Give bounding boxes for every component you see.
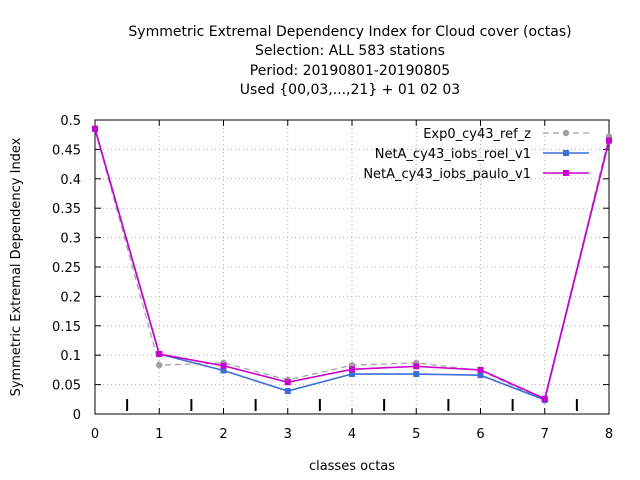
data-point: [284, 388, 291, 395]
data-point: [541, 395, 548, 402]
y-tick-label: 0: [73, 408, 81, 423]
legend-label: NetA_cy43_iobs_paulo_v1: [363, 167, 531, 182]
title-line-2: Selection: ALL 583 stations: [255, 43, 445, 59]
data-point: [220, 362, 227, 369]
plot-frame: [94, 119, 610, 415]
x-tick-label: 8: [605, 427, 613, 442]
y-tick-labels: 0 0.05 0.1 0.15 0.2 0.25 0.3 0.35 0.4 0.45 0.5: [52, 114, 81, 423]
x-tick-labels: 0 1 2 3 4 5 6 7 8: [91, 427, 613, 442]
data-point: [477, 372, 484, 379]
title-line-1: Symmetric Extremal Dependency Index for …: [128, 24, 571, 40]
series-line: [94, 128, 610, 400]
data-point: [349, 366, 355, 373]
data-point: [413, 371, 420, 378]
y-tick-label: 0.4: [60, 173, 81, 188]
y-tick-label: 0.45: [52, 143, 81, 158]
title-line-3: Period: 20190801-20190805: [250, 63, 450, 79]
x-axis-label: classes octas: [309, 459, 395, 474]
legend-marker: [563, 170, 569, 176]
data-point: [156, 351, 163, 358]
y-axis-label: Symmetric Extremal Dependency Index: [9, 137, 24, 396]
x-tick-label: 7: [541, 427, 549, 442]
legend-marker: [563, 150, 569, 156]
y-tick-label: 0.05: [52, 379, 81, 394]
legend: Exp0_cy43_ref_z NetA_cy43_iobs_roel_v1 Net…: [363, 127, 589, 182]
data-point: [220, 367, 227, 374]
x-tick-label: 3: [284, 427, 292, 442]
x-tick-label: 5: [412, 427, 420, 442]
y-tick-label: 0.3: [60, 232, 81, 247]
x-tick-label: 0: [91, 427, 99, 442]
legend-label: NetA_cy43_iobs_roel_v1: [375, 147, 531, 162]
data-point: [606, 137, 612, 144]
x-tick-label: 6: [476, 427, 484, 442]
data-point: [284, 379, 291, 386]
legend-label: Exp0_cy43_ref_z: [423, 127, 531, 142]
series-3: [92, 125, 612, 402]
data-point: [413, 363, 420, 370]
title-line-4: Used {00,03,...,21} + 01 02 03: [240, 82, 460, 98]
data-point: [349, 371, 355, 378]
y-tick-label: 0.5: [60, 114, 81, 129]
x-tick-label: 1: [155, 427, 163, 442]
series-layer: [91, 125, 613, 404]
data-point: [477, 366, 484, 373]
y-tick-label: 0.2: [60, 290, 81, 305]
x-tick-label: 2: [219, 427, 227, 442]
x-tick-label: 4: [348, 427, 356, 442]
y-tick-label: 0.15: [52, 320, 81, 335]
data-point: [156, 361, 163, 369]
legend-marker: [562, 129, 570, 137]
y-tick-label: 0.35: [52, 202, 81, 217]
data-point: [92, 125, 98, 132]
y-tick-label: 0.25: [52, 261, 81, 276]
y-tick-label: 0.1: [60, 349, 81, 364]
chart-title: Symmetric Extremal Dependency Index for …: [128, 24, 571, 98]
